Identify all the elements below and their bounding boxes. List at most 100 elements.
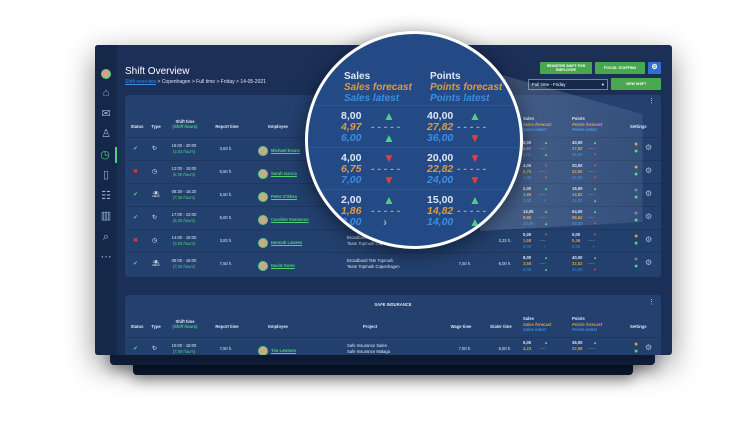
column-header-status: Status — [130, 124, 144, 129]
points-value: 15,00 — [572, 186, 582, 192]
avatar — [258, 238, 268, 248]
arrow-right-icon: › — [593, 244, 595, 249]
beach-icon: ⛱ — [152, 261, 160, 267]
points-value: 20,00 — [572, 163, 582, 169]
shift-type-select[interactable]: Full time - Friday ▾ — [528, 79, 608, 90]
arrow-right-icon: › — [383, 215, 387, 229]
arrow-up-icon: ▲ — [593, 209, 597, 215]
lens-points-forecast: 27,82 — [427, 121, 454, 133]
sidebar-item-mail[interactable]: ✉ — [98, 106, 114, 122]
employee-link[interactable]: Hannah Lawren — [258, 238, 302, 248]
arrow-up-icon: ▲ — [544, 140, 548, 146]
status-dot-orange: ● — [634, 233, 639, 240]
row-settings-gear-icon[interactable]: ⚙ — [645, 166, 653, 175]
view-shift-button[interactable]: VIEW SHIFT — [611, 78, 661, 90]
arrow-right-icon: › — [544, 198, 545, 204]
sidebar-item-search[interactable]: ⌕ — [98, 229, 114, 245]
employee-name[interactable]: Michael Evans — [271, 148, 300, 154]
sidebar-item-team[interactable]: ☷ — [98, 188, 114, 204]
dash-separator: - - - - - — [457, 121, 487, 133]
breadcrumb-link[interactable]: Shift overview — [125, 79, 157, 85]
points-latest: 36,00 — [572, 152, 582, 158]
sales-value: 14,00 — [523, 209, 533, 215]
arrow-down-icon: ▼ — [593, 175, 597, 181]
sidebar-item-shift-clock[interactable]: ◷ — [95, 146, 117, 163]
employee-name[interactable]: Tim Lewisen — [271, 348, 297, 354]
sales-latest: 7,00 — [523, 175, 531, 181]
sidebar-item-clipboard[interactable]: ▯ — [98, 167, 114, 183]
sidebar: ⌂ ✉ ♙ ◷ ▯ ☷ ▥ ⌕ ⋯ — [95, 45, 117, 355]
employee-link[interactable]: Sarah Garcia — [258, 169, 297, 179]
points-forecast: 22,82 — [572, 169, 582, 175]
points-latest: 68,00 — [572, 221, 582, 227]
lens-points-value: 20,00 — [427, 152, 454, 164]
register-shift-button[interactable]: REGISTER SHIFT FOR EMPLOYEE — [540, 62, 592, 74]
employee-link[interactable]: Caroline Svensson — [258, 215, 309, 225]
column-subheader-shift-hours: (Shift hours) — [172, 324, 198, 329]
arrow-up-icon: ▲ — [544, 221, 548, 227]
arrow-down-icon: ▼ — [593, 163, 597, 169]
report-time: 6,50 h. — [219, 169, 233, 174]
arrow-up-icon: ▲ — [593, 186, 597, 192]
column-header-type: Type — [151, 124, 161, 129]
column-header-status: Status — [130, 324, 144, 329]
more-menu-icon[interactable]: ⋮ — [648, 299, 655, 306]
employee-link[interactable]: Peter O'Shea — [258, 192, 297, 202]
refresh-icon: ↻ — [152, 146, 158, 152]
employee-name[interactable]: Peter O'Shea — [271, 194, 297, 200]
lens-points-latest: 14,00 — [427, 216, 454, 228]
row-settings-gear-icon[interactable]: ⚙ — [645, 343, 653, 352]
arrow-up-icon: ▲ — [544, 267, 549, 272]
status-dot-orange: ● — [634, 164, 638, 171]
column-header-shift: Shift time (Shift hours) — [172, 319, 198, 329]
arrow-up-icon: ▲ — [593, 140, 597, 146]
employee-name[interactable]: Caroline Svensson — [271, 217, 309, 223]
dash-separator: ----- — [539, 261, 546, 266]
column-header-type: Type — [151, 324, 161, 329]
employee-link[interactable]: David Gorm — [258, 261, 295, 271]
points-forecast-header: Points forecast — [572, 321, 603, 327]
sidebar-item-building[interactable]: ▥ — [98, 208, 114, 224]
points-header: Points — [572, 316, 585, 321]
focus-staffing-button[interactable]: FOCUS: STAFFING — [595, 62, 645, 74]
employee-link[interactable]: Michael Evans — [258, 146, 300, 156]
wage-time: 7,50 h. — [458, 261, 472, 266]
row-settings-gear-icon[interactable]: ⚙ — [645, 235, 653, 244]
user-avatar[interactable] — [98, 66, 114, 82]
points-forecast: 14,82 — [572, 192, 582, 198]
status-dot-green: ● — [634, 217, 638, 224]
shift-hours: (3,83 hours) — [172, 241, 196, 246]
sales-latest-header: Sales latest — [523, 127, 551, 133]
row-settings-gear-icon[interactable]: ⚙ — [645, 212, 653, 221]
sidebar-item-home[interactable]: ⌂ — [98, 85, 114, 101]
shift-hours: (7,50 hours) — [172, 195, 196, 200]
status-dot-green: ● — [634, 263, 639, 270]
shift-time: 14:00 - 18:00 (3,83 hours) — [165, 235, 203, 247]
project-team: Team Topmark Copenhagen — [347, 264, 400, 269]
points-latest: 14,00 — [572, 198, 582, 204]
points-value: 36,00 — [572, 340, 583, 345]
employee-name[interactable]: Sarah Garcia — [271, 171, 297, 177]
card-title: SAFE INSURANCE — [374, 302, 412, 307]
employee-name[interactable]: David Gorm — [271, 263, 295, 269]
settings-gear-button[interactable]: ⚙ — [648, 62, 661, 74]
shift-time: 08:30 - 16:30 (7,50 hours) — [165, 189, 203, 201]
shift-hours: (7,50 hours) — [172, 264, 196, 269]
row-settings-gear-icon[interactable]: ⚙ — [645, 189, 653, 198]
shift-type-select-value: Full time - Friday — [532, 82, 566, 87]
lens-sales-forecast-header: Sales forecast — [344, 82, 412, 93]
points-forecast: 32,52 — [572, 261, 583, 266]
employee-name[interactable]: Hannah Lawren — [271, 240, 303, 246]
sidebar-item-stamp[interactable]: ♙ — [98, 126, 114, 142]
arrow-up-icon: ▲ — [469, 193, 481, 207]
sidebar-item-more[interactable]: ⋯ — [98, 249, 114, 265]
row-settings-gear-icon[interactable]: ⚙ — [645, 143, 653, 152]
sales-value: 4,00 — [523, 163, 531, 169]
more-menu-icon[interactable]: ⋮ — [648, 98, 655, 105]
lens-sales-latest: 2,00 — [341, 216, 362, 228]
arrow-up-icon: ▲ — [593, 255, 598, 260]
employee-link[interactable]: Tim Lewisen — [258, 346, 296, 355]
row-settings-gear-icon[interactable]: ⚙ — [645, 258, 653, 267]
